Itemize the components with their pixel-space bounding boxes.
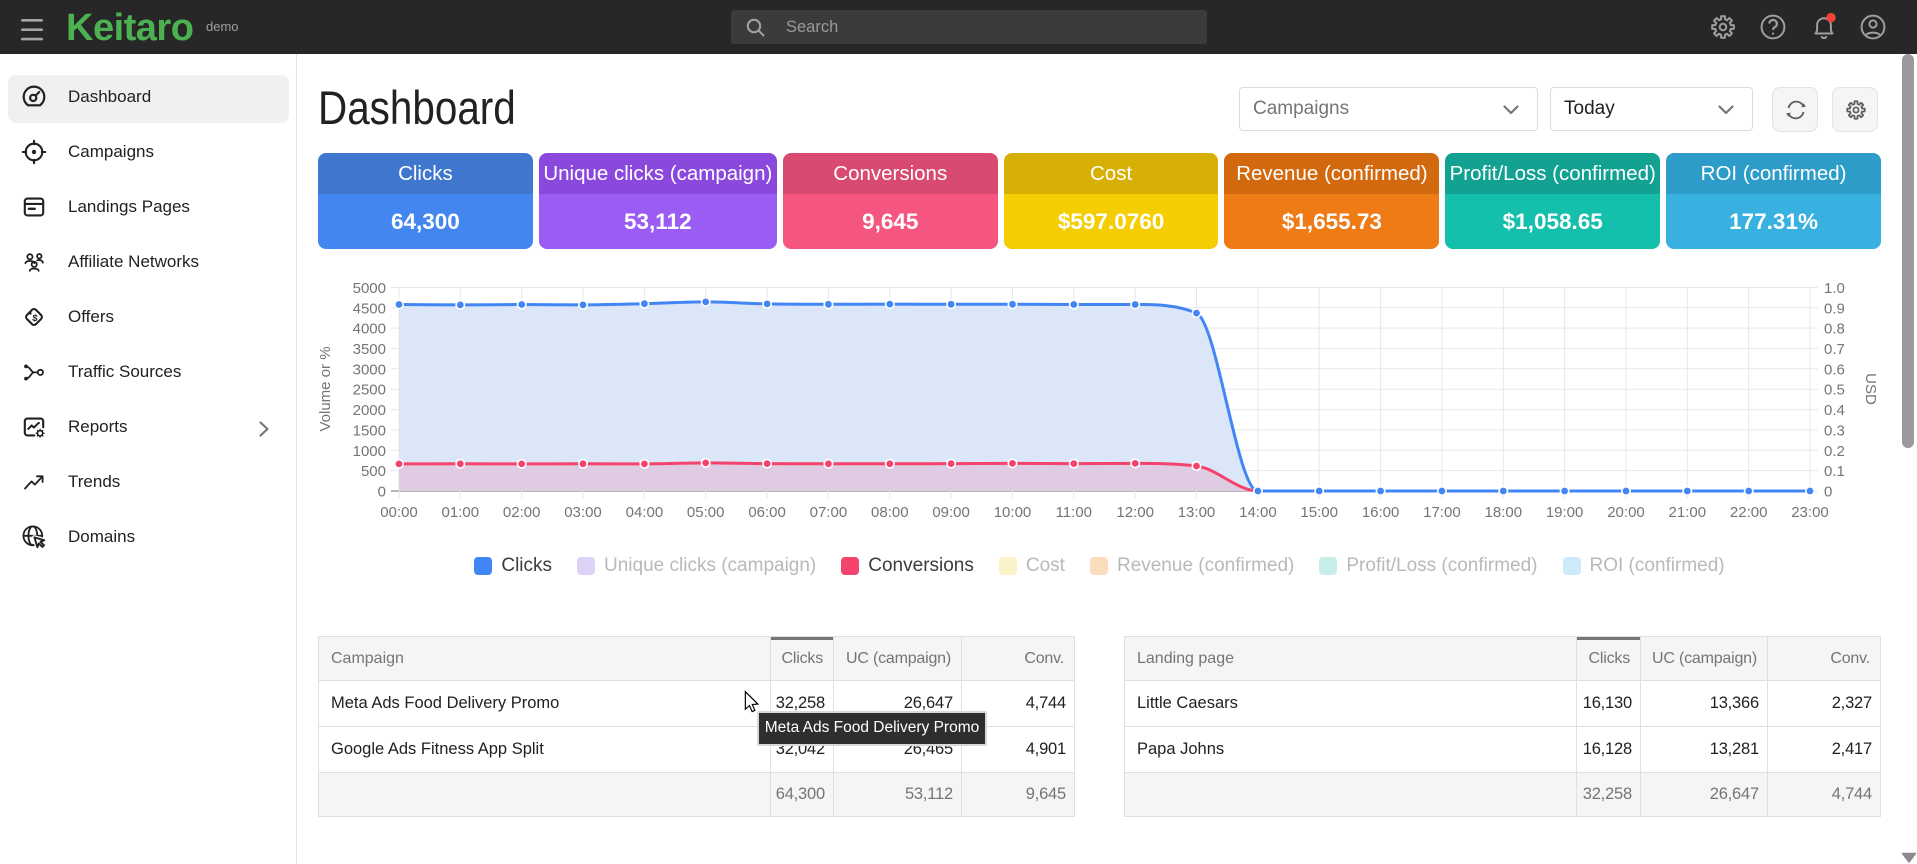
svg-text:$: $ [32,313,39,325]
svg-text:0: 0 [1824,484,1832,501]
svg-text:05:00: 05:00 [687,504,725,521]
svg-text:12:00: 12:00 [1116,504,1154,521]
svg-text:13:00: 13:00 [1178,504,1216,521]
svg-text:0.3: 0.3 [1824,422,1845,439]
svg-text:16:00: 16:00 [1362,504,1400,521]
svg-text:15:00: 15:00 [1300,504,1338,521]
svg-text:500: 500 [361,463,386,480]
svg-text:09:00: 09:00 [932,504,970,521]
svg-text:1000: 1000 [353,443,386,460]
svg-text:04:00: 04:00 [626,504,664,521]
svg-text:07:00: 07:00 [810,504,848,521]
svg-text:10:00: 10:00 [994,504,1032,521]
svg-text:5000: 5000 [353,280,386,297]
svg-text:0.2: 0.2 [1824,443,1845,460]
svg-text:01:00: 01:00 [442,504,480,521]
svg-text:00:00: 00:00 [380,504,418,521]
svg-text:0.6: 0.6 [1824,361,1845,378]
svg-text:1.0: 1.0 [1824,280,1845,297]
svg-text:14:00: 14:00 [1239,504,1277,521]
svg-text:06:00: 06:00 [748,504,786,521]
svg-text:0.8: 0.8 [1824,321,1845,338]
svg-text:02:00: 02:00 [503,504,541,521]
svg-text:19:00: 19:00 [1546,504,1584,521]
svg-text:20:00: 20:00 [1607,504,1645,521]
svg-text:0.7: 0.7 [1824,341,1845,358]
svg-text:17:00: 17:00 [1423,504,1461,521]
svg-text:18:00: 18:00 [1485,504,1523,521]
svg-text:0: 0 [378,484,386,501]
svg-text:0.1: 0.1 [1824,463,1845,480]
svg-text:USD: USD [1862,373,1879,405]
svg-text:21:00: 21:00 [1669,504,1707,521]
svg-text:2000: 2000 [353,402,386,419]
svg-text:22:00: 22:00 [1730,504,1768,521]
svg-text:08:00: 08:00 [871,504,909,521]
svg-text:03:00: 03:00 [564,504,602,521]
svg-text:Volume or %: Volume or % [317,346,334,431]
svg-text:0.4: 0.4 [1824,402,1845,419]
svg-text:23:00: 23:00 [1791,504,1829,521]
svg-text:11:00: 11:00 [1056,504,1092,521]
svg-text:3500: 3500 [353,341,386,358]
svg-text:1500: 1500 [353,422,386,439]
svg-text:3000: 3000 [353,361,386,378]
svg-text:4500: 4500 [353,300,386,317]
svg-text:0.5: 0.5 [1824,382,1845,399]
svg-text:0.9: 0.9 [1824,300,1845,317]
svg-text:2500: 2500 [353,382,386,399]
svg-text:4000: 4000 [353,321,386,338]
